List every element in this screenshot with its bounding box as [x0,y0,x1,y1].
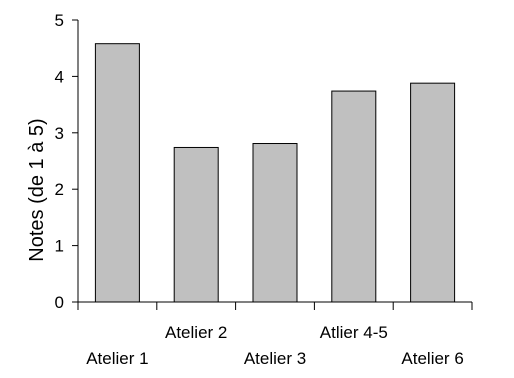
y-tick-label-1: 1 [55,237,64,256]
y-tick-label-3: 3 [55,124,64,143]
x-tick-label-4: Atlier 4-5 [320,323,388,342]
bar-4 [331,90,377,303]
x-tick-label-5: Atelier 6 [401,349,463,368]
y-tick-label-5: 5 [55,11,64,30]
bar-3 [252,143,298,303]
x-axis: Atelier 1 Atelier 2 Atelier 3 Atlier 4-5 Ate… [77,301,473,368]
y-axis-title: Notes (de 1 à 5) [26,118,48,261]
bar-1 [94,43,140,303]
bar-5 [410,82,456,303]
bars [94,43,456,303]
y-tick-label-4: 4 [55,67,64,86]
x-tick-label-3: Atelier 3 [244,349,306,368]
x-tick-label-2: Atelier 2 [165,323,227,342]
y-tick-label-0: 0 [55,293,64,312]
y-axis: 0 1 2 3 4 5 [55,11,79,312]
bar-2 [173,146,219,303]
x-tick-label-1: Atelier 1 [86,349,148,368]
y-tick-label-2: 2 [55,180,64,199]
